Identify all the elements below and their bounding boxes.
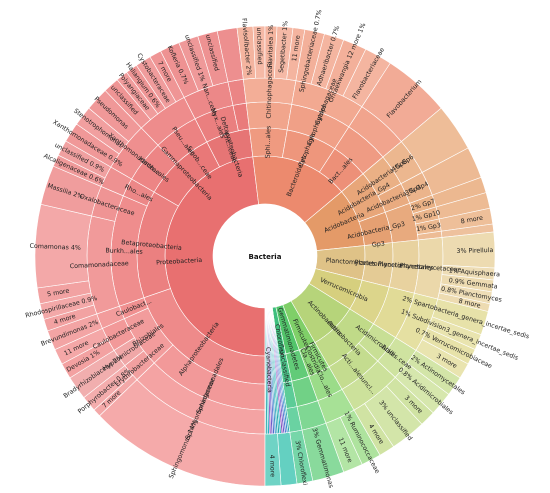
center-hole — [213, 204, 317, 308]
genus-label: 1% Aquisphaera — [448, 267, 500, 278]
order-label: Planctomycetales — [378, 261, 434, 272]
genus-label: Flavisolibacter 2% — [240, 18, 252, 76]
extra-label: Cyanobacteria — [264, 347, 273, 393]
genus-label: unclassified — [255, 27, 263, 64]
family-label: 1% Gp3 — [416, 222, 442, 233]
family-label: Comamonadaceae — [70, 260, 129, 270]
class-label: Sphi...ales — [265, 126, 273, 159]
family-label: Chitinophagaceae — [266, 61, 274, 118]
genus-label: Segetibacter 1% — [278, 21, 290, 74]
root-label: Bacteria — [249, 253, 282, 261]
genus-label: 5 more — [47, 288, 70, 299]
genus-label: 8 more — [458, 298, 481, 310]
extra-label: Gp3 — [372, 240, 386, 248]
genus-label: Flavitalea 1% — [267, 25, 275, 68]
phylum-label: Planctomycetes — [326, 257, 376, 267]
genus-label: 4 more — [268, 455, 276, 478]
class-label: Planctomycetia — [354, 259, 403, 269]
genus-label: 11 more — [291, 35, 302, 62]
genus-label: 3% Pirellula — [456, 247, 493, 255]
order-label: Burkh...ales — [105, 247, 143, 255]
family-label: Planctomycetaceae — [400, 262, 462, 273]
genus-label: Comamonas 4% — [29, 243, 81, 252]
phylum-label: Proteobacteria — [156, 257, 203, 267]
sunburst-segments — [34, 25, 496, 487]
genus-label: 8 more — [460, 215, 483, 226]
